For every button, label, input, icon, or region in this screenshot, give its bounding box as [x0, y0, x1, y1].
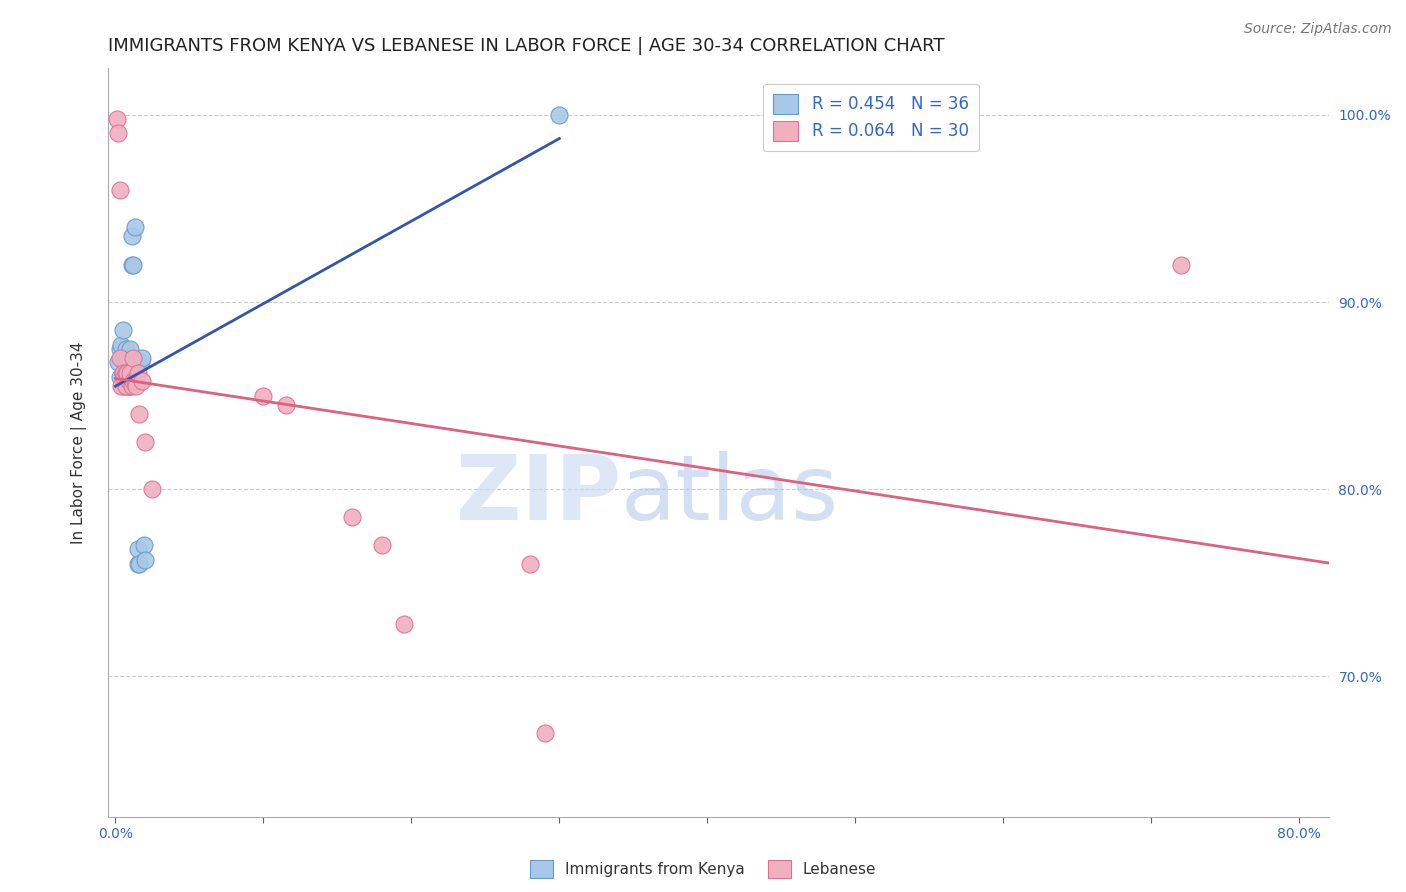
Point	[114, 366, 136, 380]
Point	[134, 435, 156, 450]
Point	[117, 366, 139, 380]
Point	[122, 351, 145, 366]
Point	[129, 355, 152, 369]
Point	[118, 351, 141, 366]
Point	[1170, 258, 1192, 272]
Point	[111, 366, 134, 380]
Point	[252, 389, 274, 403]
Text: atlas: atlas	[620, 450, 839, 539]
Point	[105, 112, 128, 126]
Point	[125, 379, 148, 393]
Point	[519, 557, 541, 571]
Point	[548, 108, 571, 122]
Point	[108, 351, 131, 366]
Point	[110, 379, 132, 393]
Point	[114, 342, 136, 356]
Point	[112, 370, 135, 384]
Point	[111, 323, 134, 337]
Point	[118, 379, 141, 393]
Point	[124, 220, 146, 235]
Point	[121, 229, 143, 244]
Point	[111, 379, 134, 393]
Point	[121, 379, 143, 393]
Point	[111, 366, 134, 380]
Point	[108, 183, 131, 197]
Point	[141, 482, 163, 496]
Point	[118, 374, 141, 388]
Point	[114, 366, 136, 380]
Point	[114, 379, 136, 393]
Point	[124, 374, 146, 388]
Point	[112, 366, 135, 380]
Point	[122, 258, 145, 272]
Point	[122, 374, 145, 388]
Text: Source: ZipAtlas.com: Source: ZipAtlas.com	[1244, 22, 1392, 37]
Point	[120, 342, 142, 356]
Point	[120, 366, 142, 380]
Point	[274, 398, 297, 412]
Point	[111, 351, 134, 366]
Point	[117, 374, 139, 388]
Point	[112, 374, 135, 388]
Point	[112, 351, 135, 366]
Point	[107, 355, 129, 369]
Point	[127, 366, 149, 380]
Point	[131, 351, 153, 366]
Point	[131, 374, 153, 388]
Point	[132, 538, 155, 552]
Point	[108, 342, 131, 356]
Point	[114, 379, 136, 393]
Legend: R = 0.454   N = 36, R = 0.064   N = 30: R = 0.454 N = 36, R = 0.064 N = 30	[763, 84, 979, 151]
Point	[340, 510, 363, 524]
Y-axis label: In Labor Force | Age 30-34: In Labor Force | Age 30-34	[72, 341, 87, 544]
Point	[107, 127, 129, 141]
Point	[533, 725, 555, 739]
Point	[128, 408, 150, 422]
Point	[127, 542, 149, 557]
Point	[371, 538, 394, 552]
Text: ZIP: ZIP	[456, 450, 620, 539]
Point	[110, 351, 132, 366]
Point	[110, 338, 132, 352]
Point	[128, 557, 150, 571]
Point	[392, 617, 415, 632]
Legend: Immigrants from Kenya, Lebanese: Immigrants from Kenya, Lebanese	[523, 854, 883, 884]
Point	[120, 366, 142, 380]
Point	[127, 557, 149, 571]
Point	[125, 355, 148, 369]
Point	[134, 553, 156, 567]
Point	[117, 351, 139, 366]
Point	[114, 355, 136, 369]
Point	[120, 379, 142, 393]
Point	[121, 258, 143, 272]
Text: IMMIGRANTS FROM KENYA VS LEBANESE IN LABOR FORCE | AGE 30-34 CORRELATION CHART: IMMIGRANTS FROM KENYA VS LEBANESE IN LAB…	[108, 37, 945, 55]
Point	[108, 370, 131, 384]
